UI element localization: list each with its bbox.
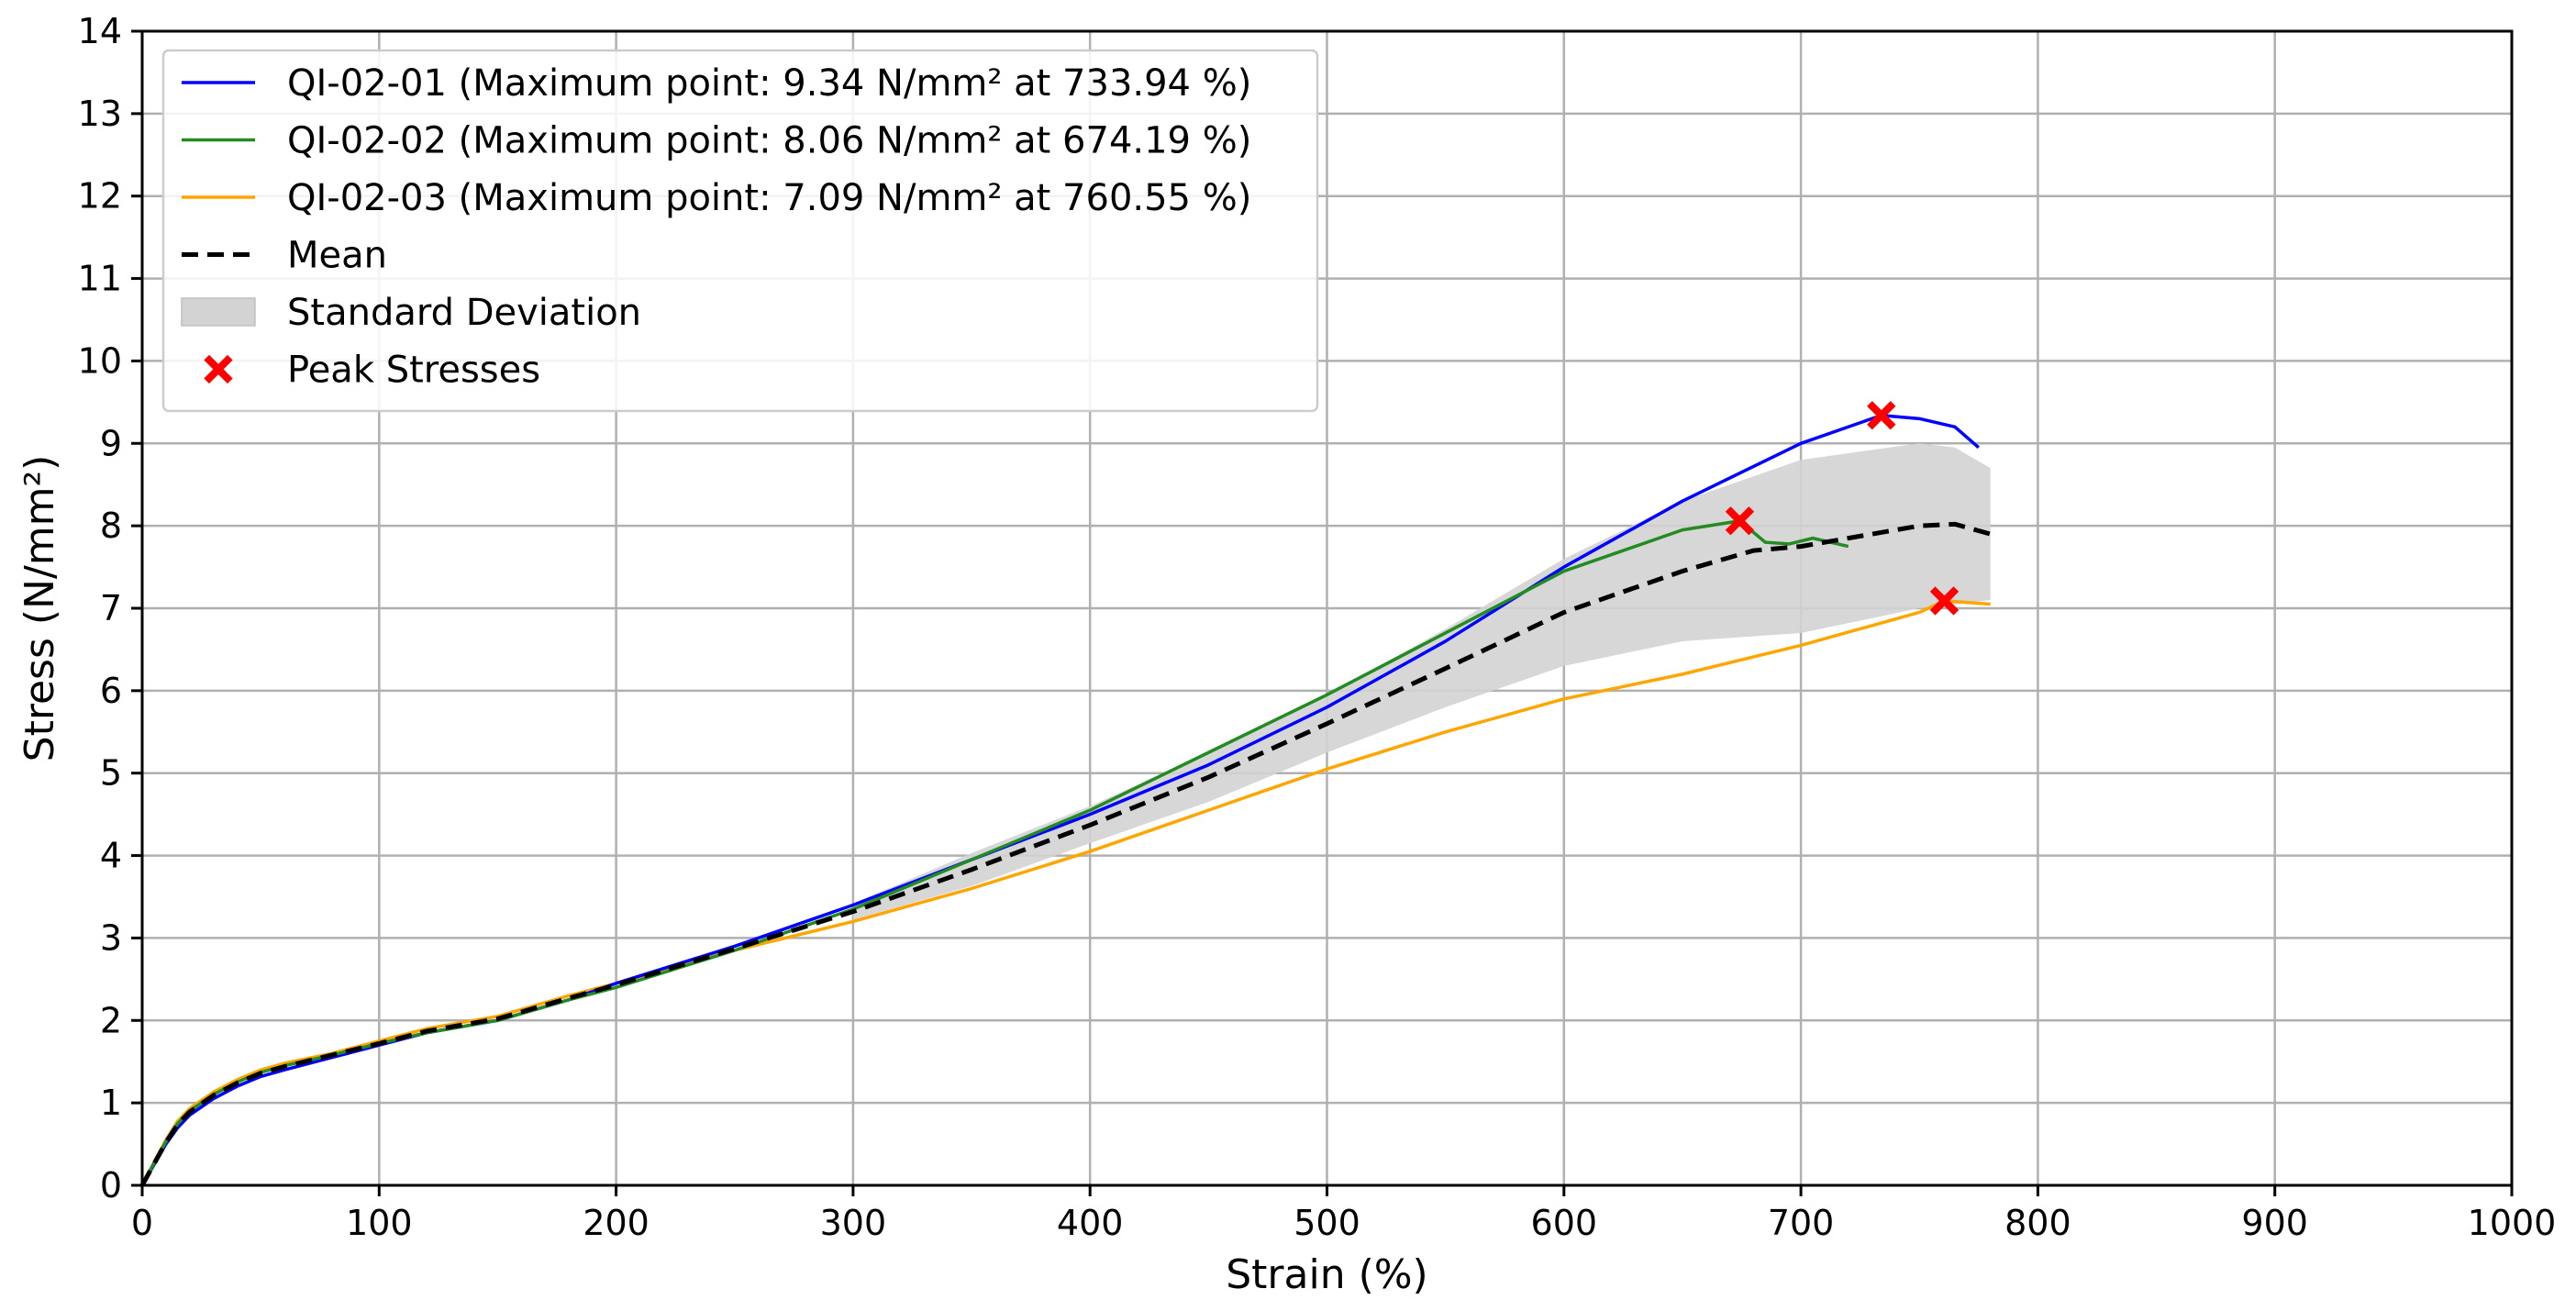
- legend: QI-02-01 (Maximum point: 9.34 N/mm² at 7…: [161, 49, 1319, 413]
- y-tick-label-10: 10: [78, 340, 122, 381]
- x-axis-ticks: 0 100 200 300 400 500 600 700 800 900 1000: [131, 1185, 2556, 1243]
- legend-box: [161, 49, 1319, 413]
- peak-markers-layer: [1725, 401, 1960, 616]
- y-tick-label-4: 4: [100, 836, 122, 876]
- x-tick-label-0: 0: [131, 1203, 153, 1243]
- legend-item-peaks-label: Peak Stresses: [287, 350, 540, 392]
- y-tick-label-7: 7: [100, 588, 122, 628]
- legend-item-mean: Mean: [182, 235, 387, 277]
- y-tick-label-8: 8: [100, 506, 122, 546]
- peak-marker-2: [1725, 506, 1755, 536]
- x-tick-label-200: 200: [583, 1203, 650, 1243]
- legend-item-peaks-swatch: [204, 354, 233, 384]
- y-tick-label-13: 13: [78, 94, 122, 134]
- legend-item-qi-02-01: QI-02-01 (Maximum point: 9.34 N/mm² at 7…: [182, 62, 1251, 105]
- series-layer: [139, 413, 1992, 1187]
- x-axis-title: Strain (%): [1226, 1251, 1427, 1298]
- x-tick-label-300: 300: [820, 1203, 887, 1243]
- legend-item-peaks: Peak Stresses: [204, 350, 540, 392]
- legend-item-qi-02-03-label: QI-02-03 (Maximum point: 7.09 N/mm² at 7…: [287, 177, 1251, 219]
- y-tick-label-11: 11: [78, 259, 122, 299]
- x-tick-label-400: 400: [1057, 1203, 1124, 1243]
- y-tick-label-6: 6: [100, 671, 122, 711]
- legend-item-qi-02-02: QI-02-02 (Maximum point: 8.06 N/mm² at 6…: [182, 120, 1251, 162]
- x-tick-label-600: 600: [1531, 1203, 1598, 1243]
- y-axis-title: Stress (N/mm²): [17, 455, 63, 762]
- x-tick-label-700: 700: [1768, 1203, 1835, 1243]
- y-tick-label-12: 12: [78, 176, 122, 217]
- legend-item-std-swatch: [181, 297, 256, 327]
- peak-marker-3: [1929, 586, 1960, 616]
- x-tick-label-1000: 1000: [2468, 1203, 2557, 1243]
- x-tick-label-900: 900: [2241, 1203, 2308, 1243]
- legend-item-std-label: Standard Deviation: [287, 292, 641, 334]
- y-tick-label-3: 3: [100, 917, 122, 958]
- series-line-mean: [139, 521, 1992, 1187]
- legend-item-std: Standard Deviation: [181, 292, 641, 334]
- y-tick-label-9: 9: [100, 423, 122, 463]
- y-tick-label-0: 0: [100, 1165, 122, 1205]
- x-tick-label-800: 800: [2004, 1203, 2071, 1243]
- y-tick-label-1: 1: [100, 1083, 122, 1123]
- legend-item-qi-02-03: QI-02-03 (Maximum point: 7.09 N/mm² at 7…: [182, 177, 1251, 219]
- x-tick-label-100: 100: [346, 1203, 413, 1243]
- legend-item-mean-label: Mean: [287, 235, 387, 277]
- y-tick-label-2: 2: [100, 1000, 122, 1040]
- legend-item-qi-02-02-label: QI-02-02 (Maximum point: 8.06 N/mm² at 6…: [287, 120, 1251, 162]
- series-line-qi-02-03: [140, 599, 1991, 1186]
- peak-marker-1: [1867, 401, 1896, 430]
- y-tick-label-5: 5: [100, 753, 122, 794]
- x-tick-label-500: 500: [1294, 1203, 1360, 1243]
- y-tick-label-14: 14: [78, 11, 122, 51]
- series-line-qi-02-01: [140, 413, 1980, 1186]
- legend-item-qi-02-01-label: QI-02-01 (Maximum point: 9.34 N/mm² at 7…: [287, 62, 1251, 105]
